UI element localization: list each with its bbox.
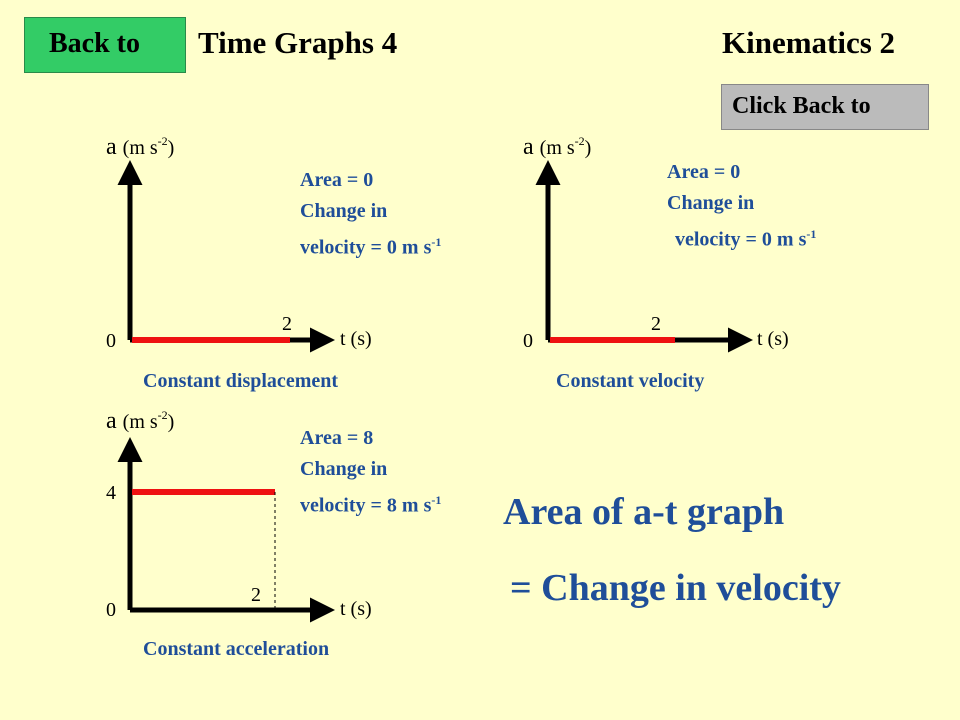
graph-2-x-axis-label: t (s) (757, 328, 789, 350)
subject-title: Kinematics 2 (722, 25, 896, 60)
graph-1-caption: Constant displacement (143, 370, 339, 392)
graph-3-origin-label: 0 (106, 599, 116, 621)
graph-1-origin-label: 0 (106, 330, 116, 352)
graph-2-caption: Constant velocity (556, 370, 705, 392)
graph-3-caption: Constant acceleration (143, 638, 330, 660)
graph-3 (117, 437, 335, 623)
graph-2-y-axis-label: a (m s-2) (523, 134, 592, 160)
graph-1-x-axis-label: t (s) (340, 328, 372, 350)
page-title: Time Graphs 4 (198, 25, 398, 60)
graph-3-annotation: Area = 8 Change in velocity = 8 m s-1 (300, 427, 442, 517)
back-button[interactable]: Back to (24, 17, 186, 73)
graph-2 (535, 160, 753, 353)
conclusion-line-1: Area of a-t graph (503, 491, 785, 533)
graph-2-x-tick: 2 (651, 313, 661, 335)
graph-3-y-axis-label: a (m s-2) (106, 408, 175, 434)
graph-3-x-tick: 2 (251, 584, 261, 606)
conclusion-line-2: = Change in velocity (510, 567, 841, 609)
graph-3-y-tick: 4 (106, 482, 116, 504)
graph-2-annotation: Area = 0 Change in velocity = 0 m s-1 (667, 161, 817, 251)
graph-2-origin-label: 0 (523, 330, 533, 352)
graph-1-x-tick: 2 (282, 313, 292, 335)
click-back-button[interactable]: Click Back to (721, 84, 929, 130)
graph-3-x-axis-label: t (s) (340, 598, 372, 620)
graph-1 (117, 160, 335, 353)
graph-1-y-axis-label: a (m s-2) (106, 134, 175, 160)
graph-1-annotation: Area = 0 Change in velocity = 0 m s-1 (300, 169, 442, 259)
